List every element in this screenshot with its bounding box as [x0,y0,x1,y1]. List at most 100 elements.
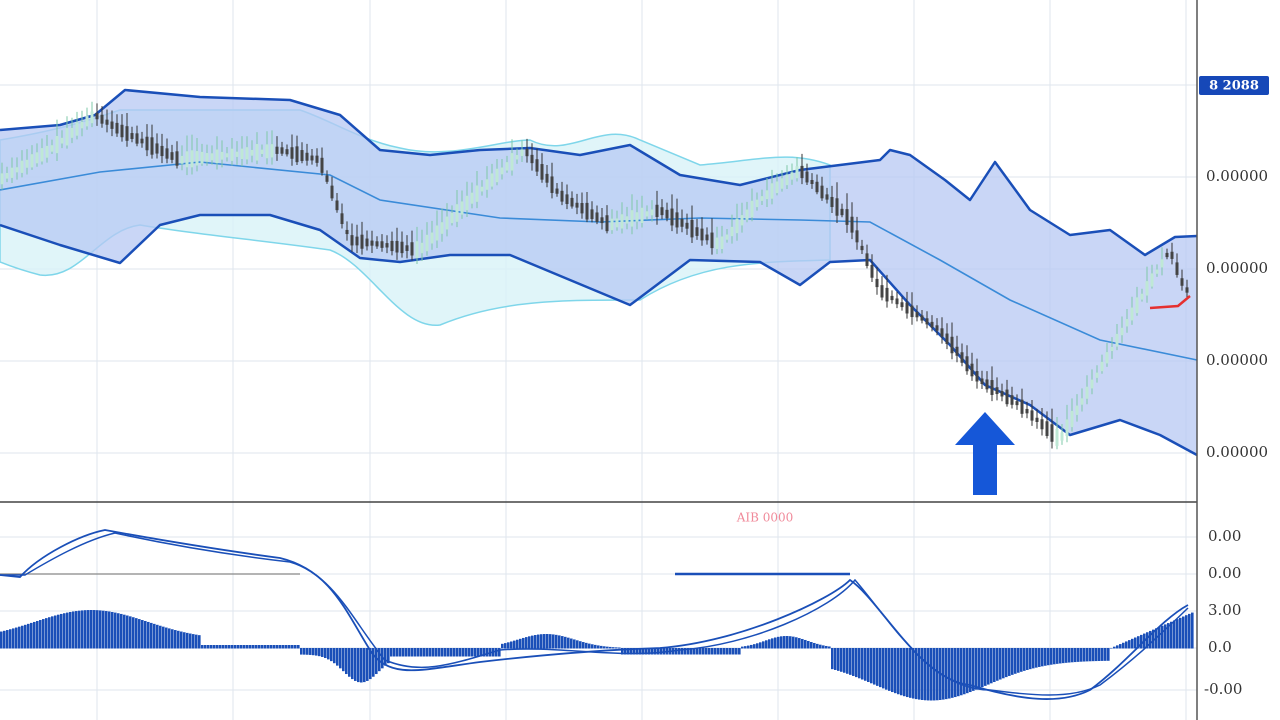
upper-band [0,88,1198,257]
histogram-bar [282,645,285,649]
candle-body [255,144,259,161]
histogram-bar [213,645,216,649]
histogram-bar [966,648,969,694]
candle-body [940,328,944,337]
histogram-bar [0,631,3,649]
candle-body [760,196,764,201]
histogram-bar [1083,648,1086,662]
candle-body [1015,401,1019,406]
histogram-bar [102,610,105,649]
histogram-bar [198,635,201,649]
candle-body [1165,252,1169,258]
histogram-bar [660,648,663,655]
histogram-bar [1017,648,1020,673]
candle-body [1185,287,1189,293]
histogram-bar [657,648,660,655]
histogram-bar [600,645,603,649]
histogram-bar [522,637,525,649]
candle-body [645,211,649,217]
histogram-bar [573,639,576,649]
histogram-bar [720,648,723,655]
histogram-bar [633,648,636,655]
histogram-bar [843,648,846,673]
candle-body [820,185,824,199]
histogram-bar [546,634,549,649]
macd-histogram [0,610,1194,701]
histogram-bar [582,642,585,649]
candle-body [170,152,174,160]
candle-body [505,162,509,171]
candle-body [915,312,919,318]
histogram-bar [621,648,624,655]
histogram-bar [1056,648,1059,664]
candle-body [585,202,589,220]
histogram-bar [408,648,411,657]
candle-body [275,146,279,154]
candle-body [1030,410,1034,421]
histogram-bar [357,648,360,683]
histogram-bar [459,648,462,657]
histogram-bar [258,645,261,649]
histogram-bar [897,648,900,695]
histogram-bar [561,636,564,649]
candle-body [395,240,399,253]
candle-body [805,171,809,183]
histogram-bar [6,630,9,649]
histogram-bar [435,648,438,657]
histogram-bar [1014,648,1017,674]
candle-body [665,209,669,219]
histogram-bar [48,617,51,649]
histogram-bar [912,648,915,699]
candle-body [520,149,524,157]
candle-body [110,121,114,129]
candle-body [755,199,759,208]
histogram-bar [1047,648,1050,666]
price-label: 0.00000 [1206,351,1268,369]
histogram-bar [1104,648,1107,661]
candle-body [950,336,954,354]
candle-body [1060,432,1064,441]
histogram-bar [630,648,633,655]
histogram-bar [879,648,882,688]
candle-body [580,203,584,214]
histogram-bar [648,648,651,655]
candle-body [225,153,229,158]
histogram-bar [1005,648,1008,678]
histogram-bar [777,636,780,649]
candle-body [195,151,199,166]
histogram-bar [15,627,18,649]
macd-line [0,529,1189,700]
histogram-bar [588,643,591,649]
histogram-bar [366,648,369,681]
histogram-bar [1131,638,1134,649]
candle-body [1105,352,1109,364]
histogram-bar [1149,630,1152,649]
candle-body [305,152,309,161]
histogram-bar [747,645,750,649]
histogram-bar [768,639,771,649]
candle-body [140,138,144,144]
histogram-bar [1152,629,1155,649]
candle-body [245,147,249,160]
histogram-bar [288,645,291,649]
histogram-bar [285,645,288,649]
candle-body [895,298,899,305]
histogram-bar [738,648,741,655]
histogram-bar [1137,636,1140,649]
histogram-bar [819,644,822,649]
histogram-bar [123,614,126,649]
histogram-bar [312,648,315,656]
candle-body [335,200,339,211]
candle-body [125,126,129,141]
candle-body [30,154,34,168]
indicator-label: 3.00 [1208,601,1241,619]
candle-body [1035,417,1039,422]
candle-body [105,119,109,125]
candle-body [660,207,664,216]
candle-body [885,287,889,302]
candle-body [565,194,569,205]
candle-body [560,190,564,202]
histogram-bar [729,648,732,655]
histogram-bar [687,648,690,655]
candle-body [575,202,579,208]
